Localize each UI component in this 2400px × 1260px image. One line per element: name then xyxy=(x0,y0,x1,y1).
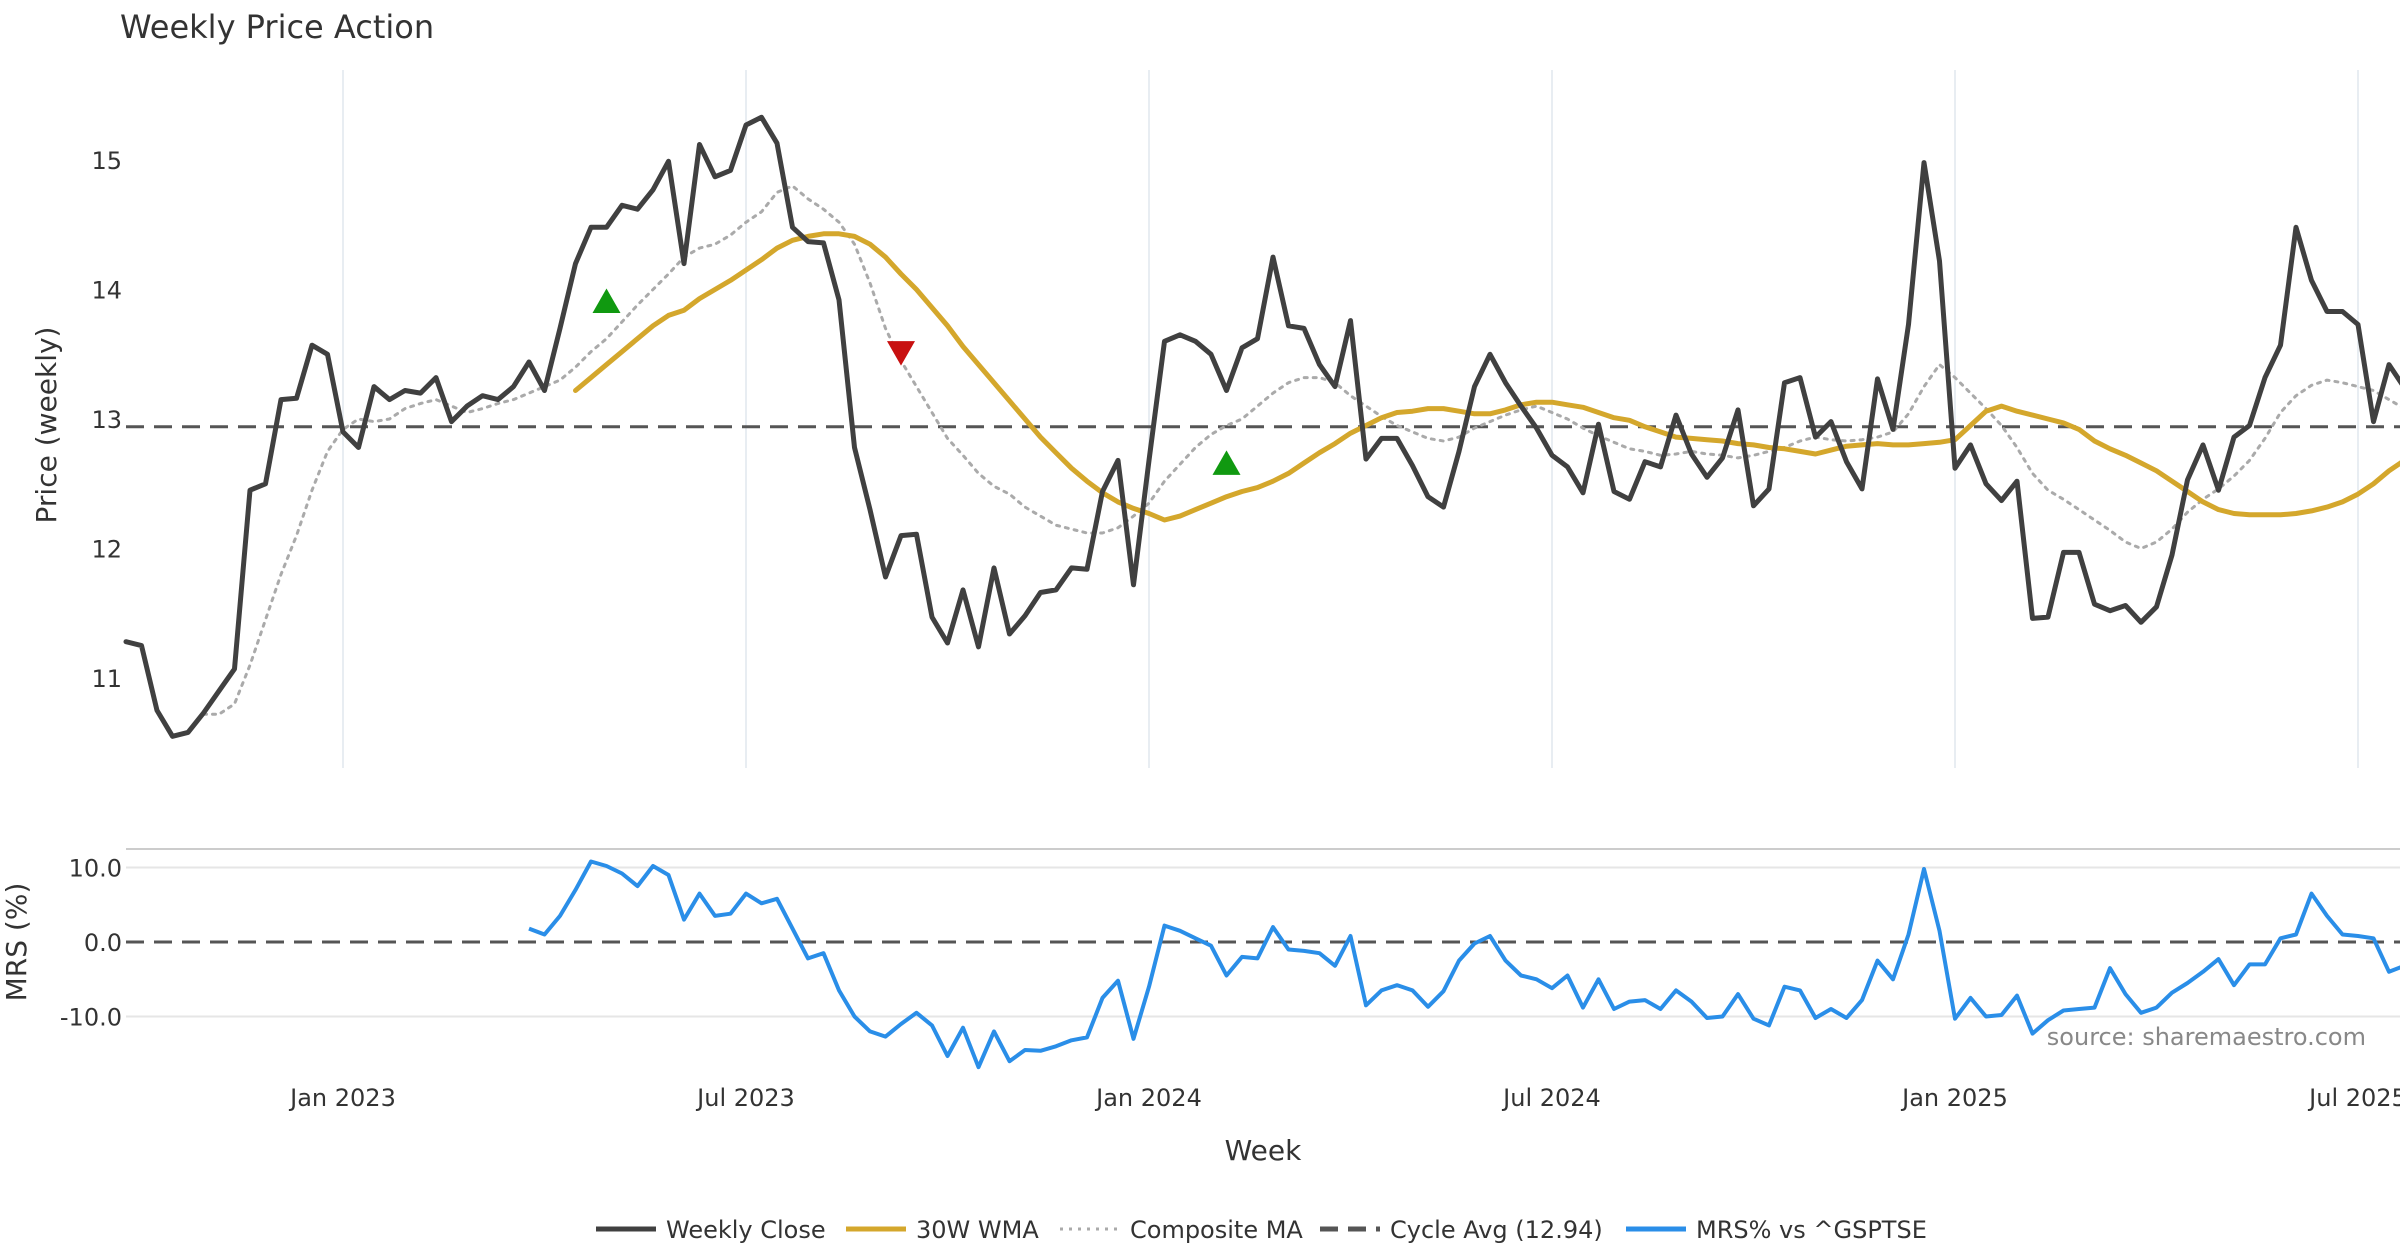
legend: Weekly Close 30W WMA Composite MA Cycle Avg… xyxy=(596,1216,1927,1244)
legend-label: Cycle Avg (12.94) xyxy=(1390,1216,1603,1244)
source-annotation: source: sharemaestro.com xyxy=(2047,1023,2366,1051)
x-tick-label: Jan 2025 xyxy=(1900,1084,2008,1112)
x-tick-label: Jul 2023 xyxy=(695,1084,795,1112)
mrs-y-tick-label: 0.0 xyxy=(84,929,122,957)
legend-label: Weekly Close xyxy=(666,1216,826,1244)
mrs-gridlines xyxy=(126,866,2400,1018)
price-y-axis-label: Price (weekly) xyxy=(30,327,63,524)
price-y-tick-label: 11 xyxy=(91,665,122,693)
30w-wma-line xyxy=(573,231,2400,523)
price-series xyxy=(123,114,2400,739)
x-tick-label: Jul 2024 xyxy=(1501,1084,1601,1112)
weekly-close-line xyxy=(123,114,2400,739)
mrs-y-ticks: 10.0 0.0 -10.0 xyxy=(60,855,122,1032)
mrs-series xyxy=(126,859,2400,1070)
price-y-tick-label: 15 xyxy=(91,147,122,175)
mrs-y-axis-label: MRS (%) xyxy=(0,883,33,1002)
price-gridlines xyxy=(342,70,2359,768)
legend-label: MRS% vs ^GSPTSE xyxy=(1696,1216,1927,1244)
sell-signal-marker xyxy=(887,341,915,366)
mrs-y-tick-label: 10.0 xyxy=(69,855,122,883)
x-tick-label: Jan 2024 xyxy=(1094,1084,1202,1112)
buy-signal-marker xyxy=(1212,450,1241,475)
x-axis-ticks: Jan 2023 Jul 2023 Jan 2024 Jul 2024 Jan 2025… xyxy=(288,1084,2400,1112)
x-tick-label: Jul 2025 xyxy=(2307,1084,2400,1112)
price-y-tick-label: 12 xyxy=(91,536,122,564)
signal-markers xyxy=(592,288,1241,475)
chart-title: Weekly Price Action xyxy=(120,8,434,46)
price-y-tick-label: 13 xyxy=(91,406,122,434)
buy-signal-marker xyxy=(592,288,621,313)
price-y-ticks: 11 12 13 14 15 xyxy=(91,147,122,693)
composite-ma-line xyxy=(202,184,2400,716)
legend-label: 30W WMA xyxy=(916,1216,1039,1244)
mrs-y-tick-label: -10.0 xyxy=(60,1004,122,1032)
mrs-line xyxy=(528,859,2400,1070)
x-axis-label: Week xyxy=(1225,1134,1302,1167)
x-tick-label: Jan 2023 xyxy=(288,1084,396,1112)
legend-label: Composite MA xyxy=(1130,1216,1303,1244)
price-y-tick-label: 14 xyxy=(91,277,122,305)
